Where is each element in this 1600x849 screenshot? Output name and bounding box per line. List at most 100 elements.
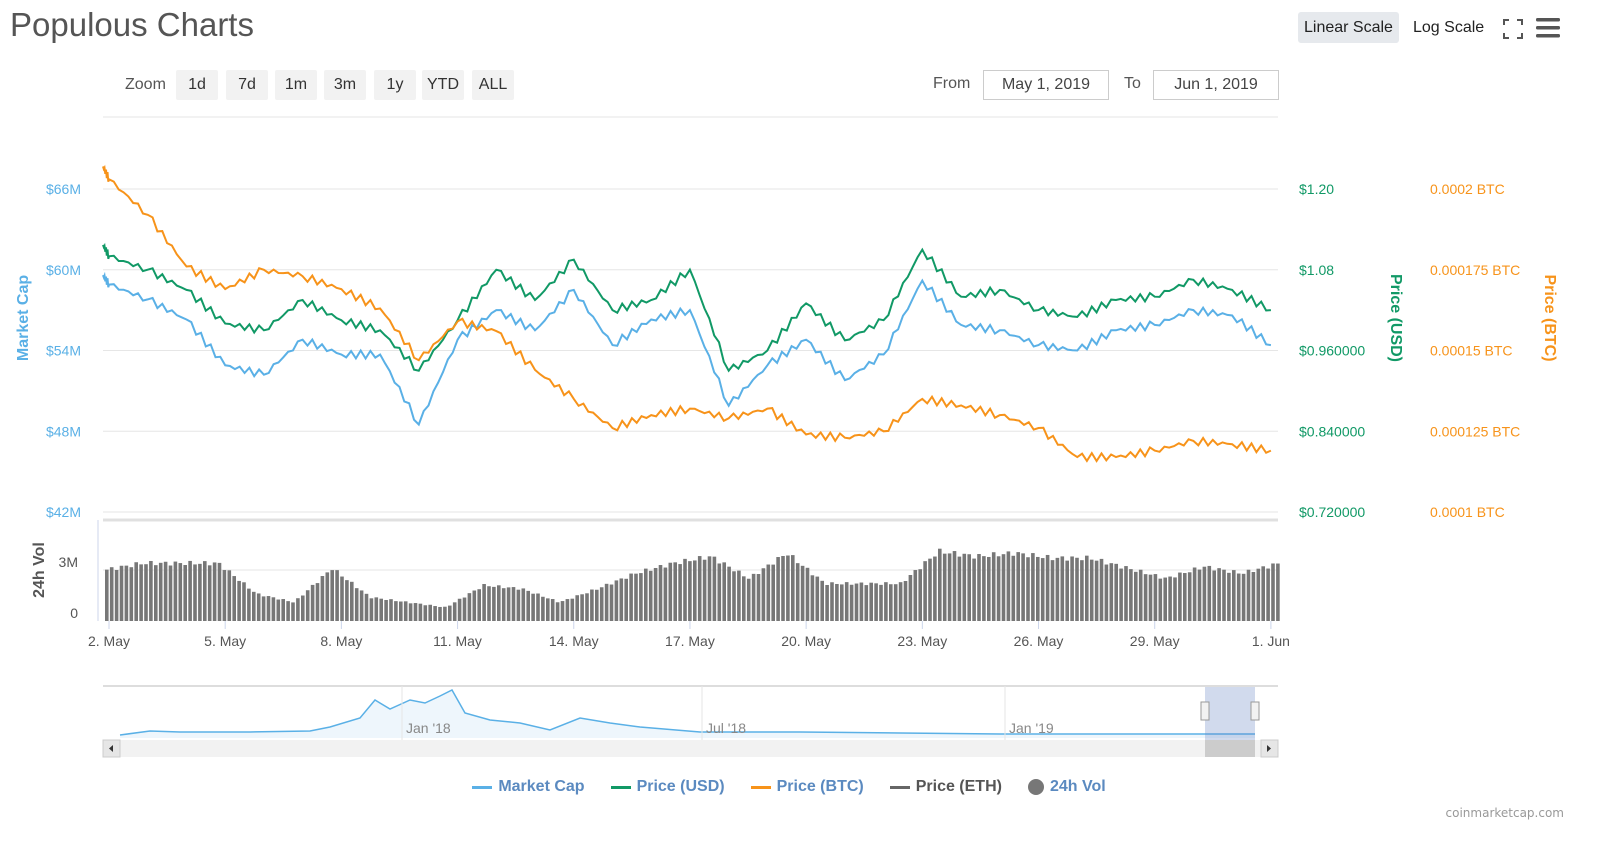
- volume-bar: [438, 606, 442, 621]
- volume-bar: [663, 567, 668, 621]
- navigator-selection[interactable]: [1205, 687, 1255, 740]
- volume-bar: [776, 557, 780, 621]
- volume-bar: [433, 606, 437, 621]
- volume-bar: [1040, 558, 1045, 621]
- volume-bar: [1197, 569, 1202, 621]
- volume-bar: [1114, 563, 1118, 621]
- volume-bar: [908, 575, 913, 621]
- volume-bar: [1163, 577, 1167, 621]
- linear-scale-button[interactable]: Linear Scale: [1298, 12, 1399, 43]
- zoom-1d-button[interactable]: 1d: [176, 70, 218, 100]
- volume-bar: [825, 584, 829, 621]
- volume-bar: [124, 565, 129, 621]
- navigator-handle[interactable]: [1250, 701, 1260, 721]
- volume-bar: [1256, 568, 1261, 621]
- volume-bar: [158, 562, 163, 621]
- volume-bar: [957, 556, 962, 621]
- volume-bar: [374, 597, 379, 621]
- volume-bar: [800, 565, 805, 621]
- market-cap-tick: $60M: [46, 262, 81, 278]
- volume-bar: [198, 563, 202, 621]
- volume-bar: [859, 582, 864, 621]
- legend-item[interactable]: Price (USD): [610, 778, 725, 796]
- volume-bar: [766, 564, 771, 621]
- volume-bar: [1031, 553, 1035, 621]
- log-scale-button[interactable]: Log Scale: [1413, 19, 1485, 36]
- volume-bar: [163, 561, 168, 621]
- zoom-3m-button[interactable]: 3m: [324, 70, 366, 100]
- volume-bar: [1261, 566, 1265, 621]
- volume-bar: [751, 573, 756, 621]
- volume-bar: [232, 576, 236, 621]
- volume-bar: [609, 584, 614, 621]
- volume-bar: [472, 590, 477, 621]
- zoom-1m-button[interactable]: 1m: [275, 70, 317, 100]
- volume-bar: [1060, 556, 1065, 621]
- market-cap-tick: $48M: [46, 423, 81, 439]
- zoom-7d-button[interactable]: 7d: [226, 70, 268, 100]
- fullscreen-icon[interactable]: [1502, 18, 1524, 40]
- volume-bar: [418, 603, 423, 621]
- volume-bar: [1124, 566, 1128, 621]
- price-chart[interactable]: $42M $48M $54M $60M $66M $0.720000 $0.840000 $0…: [0, 0, 1600, 770]
- price-usd-tick: $1.20: [1299, 181, 1334, 197]
- volume-bar: [1148, 574, 1153, 621]
- volume-bar: [854, 583, 859, 621]
- zoom-ytd-button[interactable]: YTD: [422, 70, 464, 100]
- volume-bar: [923, 561, 927, 621]
- volume-bar: [712, 556, 717, 621]
- volume-bar: [1021, 553, 1025, 621]
- volume-bar: [193, 564, 197, 621]
- volume-bar: [345, 580, 349, 621]
- legend-item[interactable]: Price (BTC): [750, 778, 864, 796]
- volume-bar: [350, 581, 354, 621]
- from-date-input[interactable]: May 1, 2019: [983, 70, 1109, 100]
- volume-bar: [1109, 563, 1114, 621]
- volume-bar: [497, 585, 501, 621]
- volume-bar: [286, 601, 290, 621]
- price-usd-tick: $0.720000: [1299, 504, 1365, 520]
- line-marker-icon: [472, 785, 493, 789]
- volume-bar: [310, 584, 315, 621]
- volume-bar: [134, 562, 138, 621]
- legend-item[interactable]: 24h Vol: [1027, 778, 1106, 796]
- volume-bar: [1075, 557, 1079, 621]
- volume-bar: [658, 565, 663, 621]
- volume-bar: [1232, 570, 1236, 621]
- volume-bar: [1094, 560, 1099, 621]
- volume-bar: [1266, 568, 1270, 621]
- x-tick-label: 20. May: [781, 633, 831, 649]
- x-tick-label: 2. May: [88, 633, 130, 649]
- legend-item[interactable]: Price (ETH): [889, 778, 1002, 796]
- line-marker-icon: [610, 785, 631, 789]
- zoom-all-button[interactable]: ALL: [472, 70, 514, 100]
- volume-bar: [477, 589, 481, 621]
- volume-bar: [389, 599, 393, 621]
- volume-bar: [560, 601, 565, 621]
- volume-bar: [1153, 574, 1158, 621]
- volume-bar: [301, 595, 305, 621]
- volume-bar: [315, 583, 320, 621]
- legend-label: Price (USD): [636, 778, 725, 795]
- scrollbar-track[interactable]: [103, 740, 1278, 757]
- volume-bar: [1236, 573, 1241, 621]
- volume-bar: [1065, 560, 1069, 621]
- menu-icon[interactable]: [1536, 17, 1560, 39]
- navigator-handle[interactable]: [1200, 701, 1210, 721]
- volume-bar: [864, 585, 869, 621]
- scrollbar-thumb[interactable]: [1205, 740, 1255, 757]
- volume-bar: [492, 586, 496, 621]
- zoom-1y-button[interactable]: 1y: [374, 70, 416, 100]
- legend-label: Market Cap: [498, 778, 585, 795]
- volume-bar: [516, 589, 521, 621]
- arrow-right-icon: [1267, 745, 1271, 752]
- to-date-input[interactable]: Jun 1, 2019: [1153, 70, 1279, 100]
- from-label: From: [933, 75, 971, 92]
- legend-item[interactable]: Market Cap: [472, 778, 585, 796]
- volume-bar: [614, 580, 619, 621]
- credits-link[interactable]: coinmarketcap.com: [1445, 806, 1564, 820]
- volume-bar: [1104, 564, 1109, 621]
- volume-bar: [1055, 557, 1060, 621]
- volume-bar: [1036, 556, 1040, 621]
- volume-bar: [982, 556, 986, 621]
